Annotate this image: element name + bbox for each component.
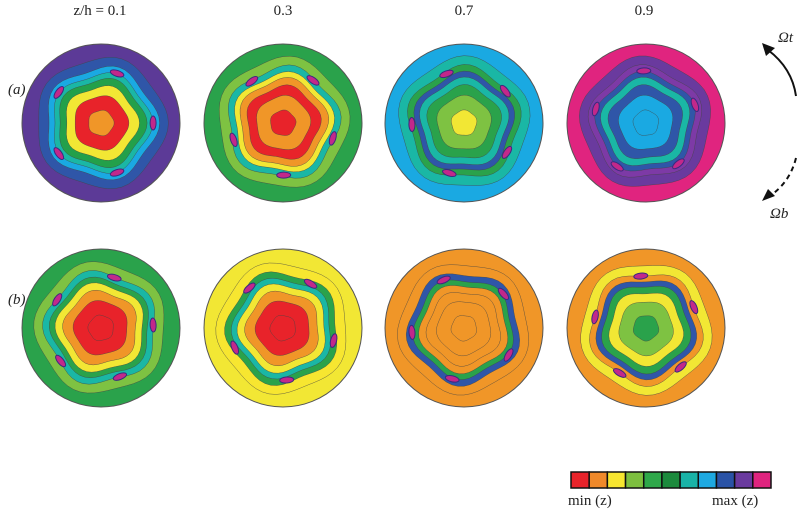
colorbar-cell bbox=[606, 471, 627, 489]
vortex-spot bbox=[499, 84, 511, 98]
colorbar-cell bbox=[624, 471, 645, 489]
vortex-spot bbox=[633, 272, 649, 280]
vortex-spot bbox=[245, 75, 259, 87]
row-label-b: (b) bbox=[8, 292, 26, 308]
contour-panel-b-3 bbox=[384, 248, 544, 408]
contour-level bbox=[88, 110, 115, 136]
contour-level bbox=[269, 315, 296, 342]
rotation-arrow-top bbox=[767, 49, 797, 97]
vortex-spot bbox=[109, 69, 125, 78]
contour-level bbox=[633, 315, 660, 342]
colorbar-max-label: max (z) bbox=[712, 493, 759, 509]
vortex-spot bbox=[591, 101, 600, 117]
contour-panel-a-3 bbox=[384, 43, 544, 203]
colorbar-cell bbox=[752, 471, 772, 489]
vortex-spot bbox=[610, 161, 624, 172]
vortex-spot bbox=[328, 131, 337, 146]
vortex-spot bbox=[229, 132, 238, 147]
column-label-4: 0.9 bbox=[634, 3, 654, 19]
colorbar-cell bbox=[697, 471, 718, 489]
vortex-spot bbox=[503, 348, 514, 362]
vortex-spot bbox=[329, 333, 338, 348]
vortex-spot bbox=[408, 324, 416, 340]
colorbar-cell bbox=[642, 471, 663, 489]
colorbar-cell bbox=[715, 471, 736, 489]
contour-level bbox=[632, 109, 659, 136]
colorbar-cell bbox=[733, 471, 754, 489]
column-label-3: 0.7 bbox=[454, 3, 474, 19]
vortex-spot bbox=[55, 354, 67, 368]
vortex-spot bbox=[689, 300, 699, 315]
vortex-spot bbox=[230, 340, 240, 355]
vortex-spot bbox=[501, 145, 513, 159]
omega-top-label: Ωt bbox=[778, 30, 794, 46]
vortex-spot bbox=[436, 275, 451, 285]
vortex-spot bbox=[497, 287, 510, 301]
colorbar-cell bbox=[570, 471, 590, 489]
vortex-spot bbox=[149, 317, 157, 333]
contour-level bbox=[450, 315, 477, 342]
vortex-spot bbox=[439, 69, 454, 79]
panel-group bbox=[21, 43, 726, 408]
vortex-spot bbox=[690, 97, 700, 112]
vortex-spot bbox=[408, 117, 416, 132]
contour-level bbox=[270, 109, 297, 136]
contour-level bbox=[451, 109, 478, 136]
colorbar-min-label: min (z) bbox=[568, 493, 612, 509]
vortex-spot bbox=[612, 368, 627, 378]
contour-panel-b-1 bbox=[21, 248, 181, 408]
vortex-spot bbox=[53, 85, 65, 99]
colorbar-cell bbox=[661, 471, 681, 489]
vortex-spot bbox=[279, 376, 295, 384]
vortex-spot bbox=[109, 168, 125, 177]
arrow-head-bottom bbox=[762, 189, 775, 201]
rotation-arrow-bottom bbox=[769, 157, 797, 197]
vortex-spot bbox=[243, 282, 256, 294]
contour-panel-a-1 bbox=[21, 43, 181, 203]
vortex-spot bbox=[306, 75, 320, 86]
contour-panel-a-4 bbox=[566, 43, 726, 203]
vortex-spot bbox=[149, 115, 157, 131]
colorbar bbox=[570, 471, 772, 489]
colorbar-cell bbox=[679, 471, 700, 489]
column-label-2: 0.3 bbox=[273, 3, 293, 19]
vortex-spot bbox=[636, 67, 652, 75]
vortex-spot bbox=[276, 171, 292, 179]
vortex-spot bbox=[442, 169, 457, 177]
contour-panel-a-2 bbox=[203, 43, 363, 203]
vortex-spot bbox=[591, 309, 599, 325]
vortex-spot bbox=[53, 147, 65, 161]
vortex-spot bbox=[674, 361, 687, 373]
contour-panel-b-2 bbox=[203, 248, 363, 408]
vortex-spot bbox=[106, 273, 122, 282]
contour-panel-b-4 bbox=[566, 248, 726, 408]
colorbar-cell bbox=[588, 471, 609, 489]
column-label-1: z/h = 0.1 bbox=[73, 3, 127, 19]
vortex-spot bbox=[303, 278, 318, 289]
omega-bottom-label: Ωb bbox=[770, 206, 789, 222]
vortex-spot bbox=[444, 374, 460, 383]
vortex-spot bbox=[52, 293, 63, 307]
row-label-a: (a) bbox=[8, 82, 26, 98]
vortex-spot bbox=[672, 158, 685, 170]
arrow-head-top bbox=[762, 43, 775, 56]
contour-level bbox=[87, 314, 114, 341]
vortex-spot bbox=[112, 372, 128, 381]
